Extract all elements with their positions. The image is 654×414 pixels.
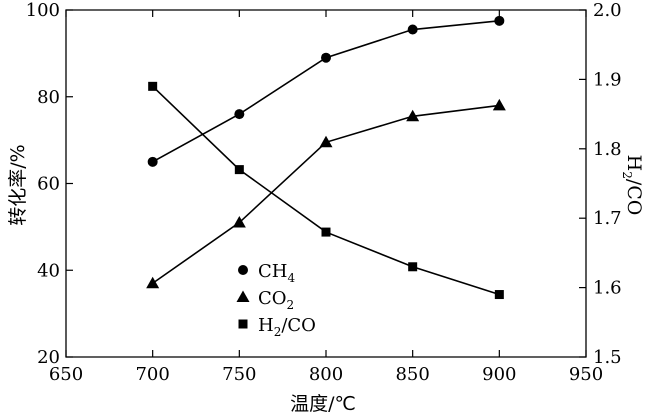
data-point — [408, 262, 418, 272]
data-point — [234, 165, 244, 175]
legend-label: CH4 — [258, 261, 295, 285]
data-point — [146, 276, 160, 289]
y-right-tick-label: 1.6 — [593, 278, 622, 299]
ticks — [65, 9, 587, 358]
legend: CH4 CO2 H2/CO — [236, 261, 316, 339]
legend-marker — [238, 319, 248, 329]
legend-label: CO2 — [258, 288, 294, 312]
series-triangle — [146, 98, 506, 289]
data-point — [148, 81, 158, 91]
y-left-tick-label: 100 — [26, 0, 60, 21]
legend-marker — [236, 290, 250, 302]
x-tick-label: 800 — [309, 364, 343, 385]
data-point — [147, 156, 158, 167]
data-point — [319, 135, 333, 148]
data-point — [406, 109, 420, 122]
y-right-title-rest: /CO — [623, 179, 645, 216]
x-tick-label: 950 — [569, 364, 603, 385]
y-right-tick-label: 1.8 — [593, 139, 622, 160]
data-point — [234, 109, 245, 120]
legend-item: CH4 — [238, 261, 295, 285]
data-point — [232, 216, 246, 228]
series-group — [146, 15, 506, 300]
data-point — [321, 227, 331, 237]
y-right-title-main: H — [623, 155, 645, 172]
series-circle — [147, 15, 505, 167]
y-right-tick-label: 1.7 — [593, 208, 622, 229]
series-square — [148, 81, 504, 300]
y-right-tick-label: 1.9 — [593, 69, 622, 90]
series-line — [152, 85, 500, 296]
legend-label: H2/CO — [258, 315, 316, 339]
y-left-tick-label: 20 — [37, 347, 60, 368]
data-point — [494, 290, 504, 300]
y-right-tick-label: 1.5 — [593, 347, 622, 368]
y-right-tick-label: 2.0 — [593, 0, 622, 21]
x-tick-label: 650 — [49, 364, 83, 385]
data-point — [407, 24, 418, 35]
data-point — [321, 52, 331, 63]
legend-marker — [238, 265, 248, 275]
x-tick-label: 900 — [482, 364, 516, 385]
x-tick-label: 750 — [222, 364, 256, 385]
y-left-axis-title: 转化率/% — [7, 144, 29, 225]
x-axis-title: 温度/℃ — [290, 393, 356, 414]
y-right-title-sub: 2 — [620, 171, 634, 179]
data-point — [494, 15, 505, 26]
x-tick-label: 850 — [395, 364, 429, 385]
x-tick-label: 700 — [135, 364, 169, 385]
legend-item: H2/CO — [238, 315, 316, 339]
y-right-axis-title: H2/CO — [620, 155, 645, 216]
y-left-tick-label: 80 — [37, 87, 60, 108]
y-left-tick-label: 40 — [37, 260, 60, 281]
data-point — [492, 98, 506, 111]
series-line — [152, 104, 500, 284]
tick-labels: 650 700 750 800 850 900 950 20 40 60 80 100 1.5 1.6 1.… — [26, 0, 622, 385]
legend-item: CO2 — [236, 288, 294, 312]
y-left-tick-label: 60 — [37, 174, 60, 195]
